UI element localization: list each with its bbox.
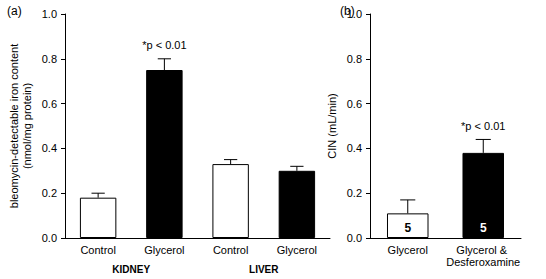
svg-text:0.2: 0.2	[347, 187, 362, 199]
svg-text:0.8: 0.8	[347, 53, 362, 65]
svg-text:0.4: 0.4	[42, 142, 57, 154]
svg-text:Glycerol &: Glycerol &	[456, 244, 510, 256]
svg-text:(nmol/mg protein): (nmol/mg protein)	[21, 83, 33, 169]
svg-text:CIN (mL/min): CIN (mL/min)	[326, 93, 338, 158]
svg-text:(b): (b)	[340, 4, 355, 18]
svg-text:*p < 0.01: *p < 0.01	[461, 120, 505, 132]
svg-text:KIDNEY: KIDNEY	[112, 264, 150, 275]
svg-text:Control: Control	[213, 244, 248, 256]
svg-text:0.0: 0.0	[347, 232, 362, 244]
svg-text:bleomycin-detectable iron cont: bleomycin-detectable iron content	[8, 44, 20, 208]
svg-text:0.6: 0.6	[347, 98, 362, 110]
svg-text:1.0: 1.0	[42, 8, 57, 20]
svg-text:(a): (a)	[7, 4, 22, 18]
svg-text:LIVER: LIVER	[249, 264, 279, 275]
svg-text:Glycerol: Glycerol	[144, 244, 184, 256]
svg-text:Glycerol: Glycerol	[388, 244, 428, 256]
svg-text:5: 5	[404, 221, 411, 235]
svg-text:*p < 0.01: *p < 0.01	[142, 39, 186, 51]
svg-text:Control: Control	[80, 244, 115, 256]
svg-text:Desferoxamine: Desferoxamine	[446, 256, 520, 268]
svg-text:0.8: 0.8	[42, 53, 57, 65]
svg-text:0.6: 0.6	[42, 98, 57, 110]
svg-text:0.2: 0.2	[42, 187, 57, 199]
svg-text:5: 5	[480, 221, 487, 235]
svg-text:0.0: 0.0	[42, 232, 57, 244]
svg-text:0.4: 0.4	[347, 142, 362, 154]
svg-text:Glycerol: Glycerol	[277, 244, 317, 256]
